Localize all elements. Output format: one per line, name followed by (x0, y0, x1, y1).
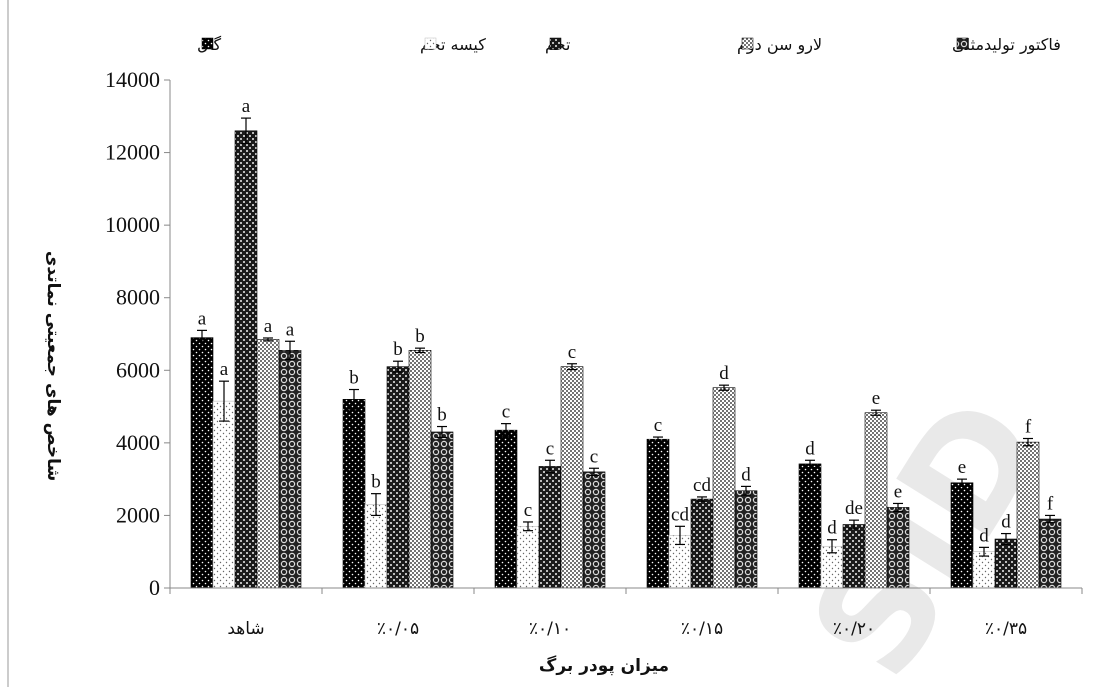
bar (430, 431, 454, 589)
y-tick-label: 14000 (105, 67, 160, 92)
data-label: d (979, 525, 989, 546)
x-axis-title: میزان پودر برگ (539, 656, 669, 676)
y-tick-label: 10000 (105, 212, 160, 237)
data-label: c (590, 446, 598, 467)
y-tick-label: 8000 (116, 285, 160, 310)
legend-swatch (424, 37, 437, 50)
data-label: b (393, 339, 403, 360)
bar (864, 412, 888, 589)
legend-swatch (549, 37, 562, 50)
bar (516, 526, 540, 589)
y-tick-label: 6000 (116, 357, 160, 382)
legend-label: کیسه تخم (420, 35, 486, 54)
bar (212, 400, 236, 589)
data-label: cd (693, 475, 711, 496)
data-label: a (220, 359, 229, 380)
data-label: c (546, 438, 554, 459)
bar (886, 507, 910, 589)
data-label: e (894, 481, 902, 502)
x-axis: شاهد ٪۰/۰۵ ٪۰/۱۰ ٪۰/۱۵ ٪۰/۲۰ ٪۰/۳۵ (169, 587, 1083, 639)
data-label: c (568, 342, 576, 363)
bar (994, 538, 1018, 589)
bar (278, 350, 302, 589)
data-label: e (958, 457, 966, 478)
bar (538, 466, 562, 589)
data-label: d (741, 464, 751, 485)
data-label: e (872, 388, 880, 409)
data-label: f (1025, 417, 1032, 438)
legend-label: فاکتور تولیدمثلی (952, 35, 1061, 55)
x-tick-label: ٪۰/۲۰ (833, 619, 875, 639)
y-axis: 0 2000 4000 6000 8000 10000 12000 14000 (105, 67, 171, 600)
data-label: a (242, 96, 251, 117)
data-label: a (198, 308, 207, 329)
data-label: c (654, 415, 662, 436)
bar (234, 130, 258, 589)
bar (712, 387, 736, 589)
x-tick-label: ٪۰/۱۵ (681, 619, 723, 639)
data-label: d (1001, 512, 1011, 533)
x-tick-label: ٪۰/۰۵ (377, 619, 419, 639)
x-tick-label: شاهد (227, 619, 264, 639)
legend-swatch (956, 37, 969, 50)
legend-swatch (201, 37, 214, 50)
bar (734, 490, 758, 589)
x-tick-label: ٪۰/۱۰ (529, 619, 571, 639)
bar (560, 366, 584, 589)
y-tick-label: 12000 (105, 140, 160, 165)
y-tick-label: 2000 (116, 502, 160, 527)
data-label: f (1047, 493, 1054, 514)
legend-label: لارو سن دوم (737, 35, 822, 55)
data-label: a (264, 316, 273, 337)
legend-swatch (741, 37, 754, 50)
data-label: b (415, 326, 425, 347)
bar (972, 551, 996, 589)
data-label: d (805, 438, 815, 459)
bar (798, 463, 822, 589)
data-label: b (437, 405, 447, 426)
bar (342, 399, 366, 589)
data-label: de (845, 498, 863, 519)
bar (690, 498, 714, 589)
bar (1038, 518, 1062, 589)
data-label: c (502, 402, 510, 423)
y-tick-label: 4000 (116, 430, 160, 455)
data-label: cd (671, 504, 689, 525)
data-label: d (719, 363, 729, 384)
bar (190, 337, 214, 589)
bar (256, 339, 280, 589)
bar (842, 524, 866, 589)
bar (646, 438, 670, 589)
bar (950, 482, 974, 589)
bar (386, 366, 410, 589)
x-tick-label: ٪۰/۳۵ (985, 619, 1027, 639)
y-tick-label: 0 (149, 575, 160, 600)
data-label: b (371, 472, 381, 493)
bar (408, 350, 432, 589)
y-axis-title: شاخص های جمعیتی نماتدی (43, 251, 63, 481)
data-label: d (827, 518, 837, 539)
bar (582, 471, 606, 589)
data-label: b (349, 368, 359, 389)
bar (1016, 441, 1040, 589)
data-label: c (524, 500, 532, 521)
bar (364, 504, 388, 589)
data-label: a (286, 319, 295, 340)
bar (494, 429, 518, 589)
